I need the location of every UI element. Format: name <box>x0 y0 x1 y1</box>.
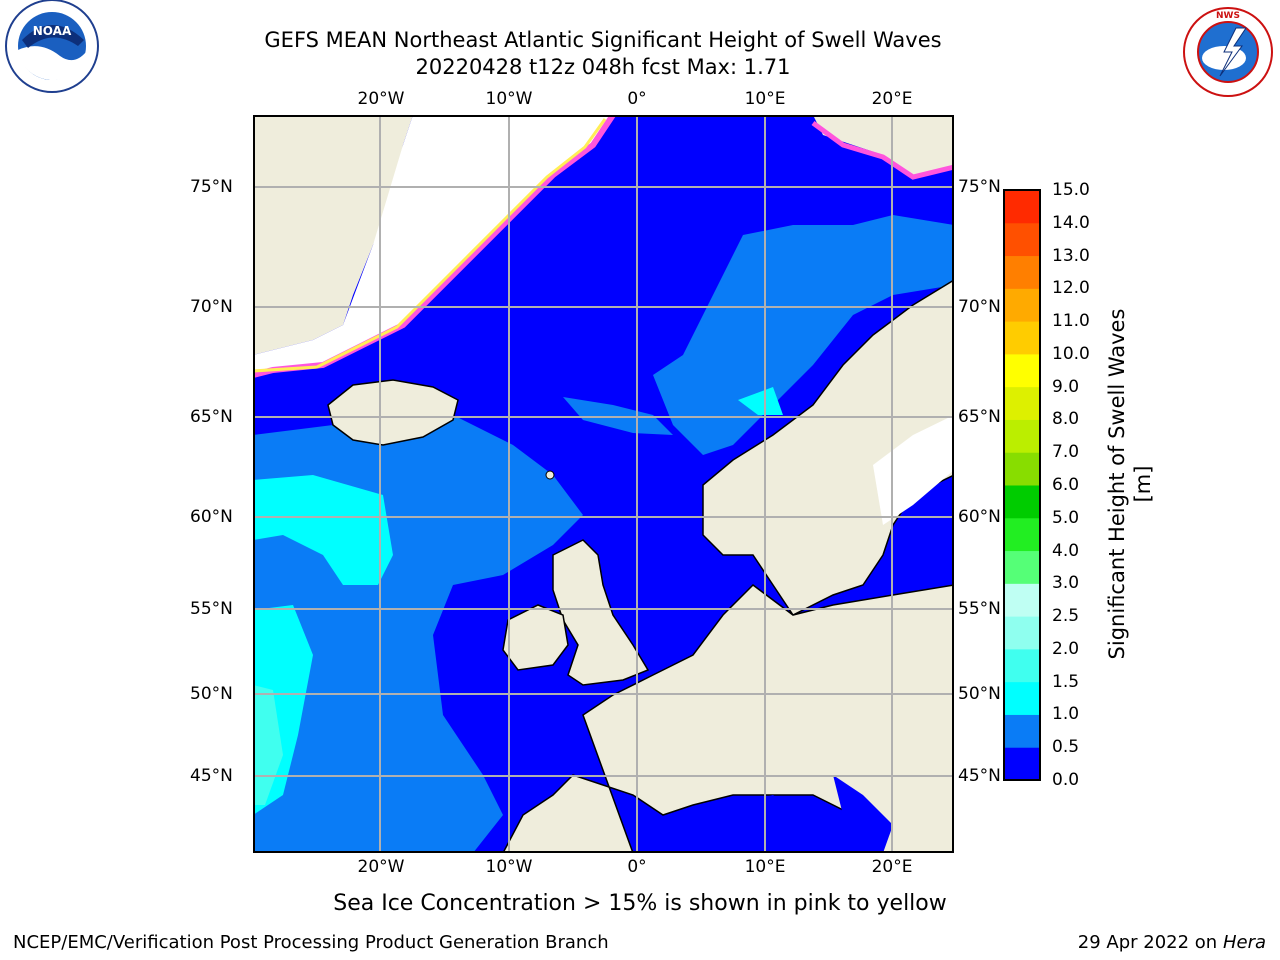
colorbar-tick-label: 5.0 <box>1052 507 1080 528</box>
colorbar <box>1003 189 1041 781</box>
sea-ice-footnote: Sea Ice Concentration > 15% is shown in … <box>333 891 947 916</box>
date-text: 29 Apr 2022 on <box>1077 932 1223 953</box>
colorbar-segment <box>1004 714 1040 748</box>
map-plot <box>253 115 954 853</box>
colorbar-segment <box>1004 747 1040 781</box>
colorbar-tick-label: 0.5 <box>1052 737 1080 758</box>
colorbar-segment <box>1004 222 1040 257</box>
lon-label-bottom: 0° <box>627 857 647 877</box>
credit-text: NCEP/EMC/Verification Post Processing Pr… <box>13 932 609 953</box>
colorbar-tick-label: 6.0 <box>1052 475 1080 495</box>
colorbar-tick-label: 2.0 <box>1052 638 1080 659</box>
colorbar-segment <box>1004 550 1040 584</box>
graticule <box>253 115 954 853</box>
noaa-logo: NOAA <box>5 0 99 93</box>
lat-label-left: 50°N <box>190 684 233 704</box>
land-faroes <box>545 470 555 480</box>
colorbar-segment <box>1004 353 1040 388</box>
lon-label-bottom: 10°E <box>744 857 786 877</box>
colorbar-segment <box>1004 485 1040 519</box>
lon-label-top: 10°W <box>485 89 533 109</box>
colorbar-tick-label: 0.0 <box>1052 770 1080 790</box>
colorbar-segment <box>1004 583 1040 617</box>
colorbar-segment <box>1004 321 1040 355</box>
colorbar-tick-label: 10.0 <box>1052 343 1090 364</box>
lon-label-top: 20°W <box>357 89 405 109</box>
no-data-region <box>253 115 613 375</box>
colorbar-tick-label: 1.5 <box>1052 671 1080 692</box>
chart-subtitle: 20220428 t12z 048h fcst Max: 1.71 <box>415 55 791 79</box>
colorbar-segment <box>1004 452 1040 486</box>
lon-label-top: 0° <box>627 89 647 109</box>
lat-label-left: 70°N <box>190 297 233 317</box>
ocean-high-region <box>738 387 783 415</box>
ocean-high-region <box>253 475 393 585</box>
colorbar-tick-label: 14.0 <box>1052 212 1090 233</box>
colorbar-segment <box>1004 517 1040 552</box>
colorbar-tick-label: 13.0 <box>1052 245 1090 266</box>
lat-label-right: 50°N <box>958 684 1001 704</box>
ocean-mid-region <box>653 215 954 455</box>
chart-title: GEFS MEAN Northeast Atlantic Significant… <box>264 28 942 52</box>
colorbar-segment <box>1004 419 1040 453</box>
lat-label-left: 60°N <box>190 507 233 527</box>
colorbar-tick-label: 1.0 <box>1052 704 1080 725</box>
colorbar-segment <box>1004 255 1040 289</box>
svg-text:NOAA: NOAA <box>33 24 72 38</box>
date-stamp: 29 Apr 2022 on Hera <box>1078 932 1266 953</box>
lat-label-left: 45°N <box>190 766 233 786</box>
land-great-britain <box>552 539 650 686</box>
land-svalbard <box>813 115 954 175</box>
lat-label-left: 55°N <box>190 599 233 619</box>
colorbar-tick-label: 2.5 <box>1052 606 1080 627</box>
colorbar-segment <box>1004 681 1040 715</box>
lon-label-bottom: 20°E <box>871 857 913 877</box>
colorbar-tick-label: 12.0 <box>1052 278 1090 299</box>
colorbar-segment <box>1004 190 1040 224</box>
land-ireland <box>502 604 569 671</box>
lat-label-right: 70°N <box>958 297 1001 317</box>
sea-ice-edge <box>811 120 954 180</box>
lon-label-top: 20°E <box>871 89 913 109</box>
colorbar-segment <box>1004 288 1040 322</box>
sea-ice-edge <box>253 118 607 373</box>
no-data-region <box>873 415 954 525</box>
lon-label-bottom: 10°W <box>485 857 533 877</box>
lat-label-right: 60°N <box>958 507 1001 527</box>
nws-logo: NWS <box>1183 7 1273 97</box>
colorbar-tick-label: 11.0 <box>1052 311 1090 332</box>
colorbar-segment <box>1004 648 1040 683</box>
colorbar-segment <box>1004 616 1040 650</box>
lat-label-left: 65°N <box>190 407 233 427</box>
lon-label-bottom: 20°W <box>357 857 405 877</box>
host-name: Hera <box>1222 932 1266 953</box>
lat-label-right: 45°N <box>958 766 1001 786</box>
colorbar-tick-label: 8.0 <box>1052 409 1080 430</box>
colorbar-tick-label: 15.0 <box>1052 180 1090 200</box>
colorbar-tick-label: 4.0 <box>1052 540 1080 561</box>
ocean-low-region <box>833 775 893 853</box>
colorbar-title: Significant Height of Swell Waves [m] <box>1105 308 1155 660</box>
lat-label-right: 65°N <box>958 407 1001 427</box>
ocean-low-region <box>723 795 813 853</box>
lat-label-right: 55°N <box>958 599 1001 619</box>
colorbar-tick-label: 3.0 <box>1052 573 1080 594</box>
colorbar-segment <box>1004 386 1040 420</box>
land-greenland <box>253 115 413 355</box>
colorbar-tick-label: 9.0 <box>1052 376 1080 397</box>
lon-label-top: 10°E <box>744 89 786 109</box>
lat-label-left: 75°N <box>190 177 233 197</box>
svg-text:NWS: NWS <box>1216 11 1240 21</box>
colorbar-tick-label: 7.0 <box>1052 442 1080 463</box>
lat-label-right: 75°N <box>958 177 1001 197</box>
